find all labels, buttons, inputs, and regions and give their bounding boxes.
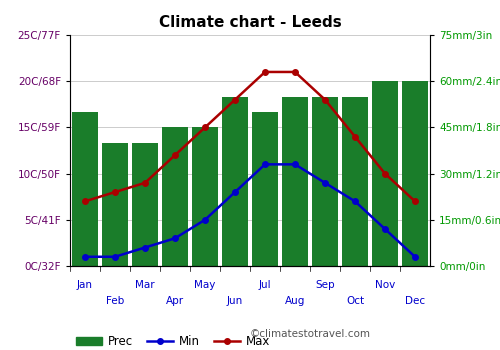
Bar xyxy=(312,97,338,266)
Bar xyxy=(282,97,308,266)
Text: Apr: Apr xyxy=(166,296,184,306)
Text: Jan: Jan xyxy=(77,280,93,290)
Text: Mar: Mar xyxy=(135,280,155,290)
Bar xyxy=(372,81,398,266)
Text: Nov: Nov xyxy=(375,280,395,290)
Legend: Prec, Min, Max: Prec, Min, Max xyxy=(76,335,270,348)
Text: Jul: Jul xyxy=(258,280,272,290)
Text: May: May xyxy=(194,280,216,290)
Text: Feb: Feb xyxy=(106,296,124,306)
Bar xyxy=(342,97,368,266)
Bar xyxy=(162,127,188,266)
Bar xyxy=(192,127,218,266)
Bar xyxy=(252,112,278,266)
Bar xyxy=(102,143,128,266)
Text: Oct: Oct xyxy=(346,296,364,306)
Bar xyxy=(132,143,158,266)
Text: ©climatestotravel.com: ©climatestotravel.com xyxy=(250,329,371,339)
Text: Aug: Aug xyxy=(285,296,305,306)
Text: Dec: Dec xyxy=(405,296,425,306)
Text: Jun: Jun xyxy=(227,296,243,306)
Title: Climate chart - Leeds: Climate chart - Leeds xyxy=(158,15,342,30)
Text: Sep: Sep xyxy=(315,280,335,290)
Bar xyxy=(222,97,248,266)
Bar xyxy=(402,81,428,266)
Bar xyxy=(72,112,98,266)
